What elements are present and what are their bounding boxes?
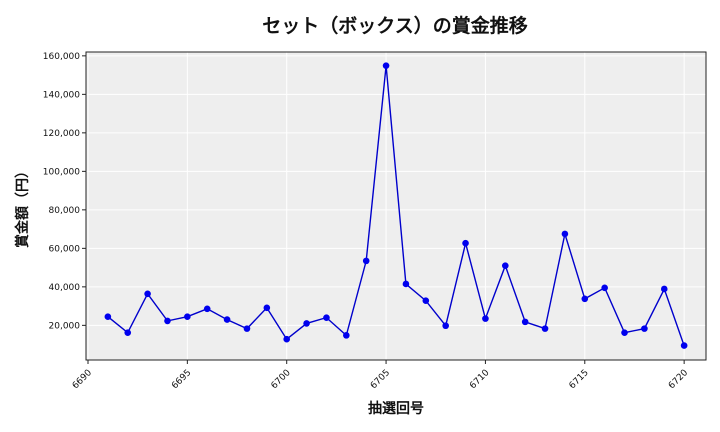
data-point xyxy=(541,325,549,332)
y-tick-label: 40,000 xyxy=(49,283,81,293)
data-point xyxy=(283,335,291,343)
data-point xyxy=(501,262,509,269)
data-point xyxy=(521,318,529,326)
x-tick-label: 6705 xyxy=(369,368,392,391)
data-point xyxy=(303,320,310,327)
y-tick-label: 120,000 xyxy=(43,129,80,139)
chart-title: セット（ボックス）の賞金推移 xyxy=(262,14,527,37)
y-tick-label: 80,000 xyxy=(49,206,81,216)
data-point xyxy=(243,325,251,332)
x-tick-label: 6710 xyxy=(468,368,491,391)
data-point xyxy=(223,316,231,323)
data-point xyxy=(680,342,688,349)
y-tick-label: 20,000 xyxy=(49,321,81,331)
data-point xyxy=(263,304,271,312)
y-tick-label: 60,000 xyxy=(49,244,81,254)
data-point xyxy=(144,290,151,298)
x-tick-label: 6720 xyxy=(667,368,690,391)
y-tick-label: 100,000 xyxy=(43,167,80,177)
x-axis-label: 抽選回号 xyxy=(368,400,424,417)
data-point xyxy=(184,313,191,320)
y-axis: 20,000 40,000 60,000 80,000 100,000 120,000 14… xyxy=(43,52,86,331)
plot-area xyxy=(86,52,706,360)
plot-frame xyxy=(85,51,707,361)
data-point xyxy=(442,322,449,330)
data-point xyxy=(382,62,390,69)
data-point xyxy=(581,295,589,303)
y-tick-label: 160,000 xyxy=(43,52,80,62)
data-point xyxy=(104,313,112,320)
data-point xyxy=(660,285,668,293)
series-line xyxy=(107,65,685,346)
data-point xyxy=(164,317,171,325)
data-point xyxy=(124,329,132,336)
data-point xyxy=(621,329,628,336)
y-tick-label: 140,000 xyxy=(43,90,80,100)
data-point xyxy=(343,332,350,339)
x-tick-label: 6695 xyxy=(170,368,193,391)
data-point xyxy=(402,280,410,288)
x-tick-label: 6715 xyxy=(568,368,591,391)
x-axis: 6690 6695 6700 6705 6710 6715 6720 xyxy=(71,360,690,391)
y-axis-label: 賞金額（円） xyxy=(14,164,31,248)
data-point xyxy=(362,257,370,265)
series-line-layer xyxy=(104,62,688,349)
x-tick-label: 6700 xyxy=(270,368,293,391)
data-point xyxy=(561,230,569,238)
data-point xyxy=(203,305,211,313)
data-point xyxy=(462,239,469,247)
data-point xyxy=(641,325,648,332)
data-point xyxy=(482,315,489,322)
grid xyxy=(86,52,706,360)
data-point xyxy=(323,314,330,321)
data-point xyxy=(422,297,430,305)
x-tick-label: 6690 xyxy=(71,368,94,391)
data-point xyxy=(601,284,608,292)
